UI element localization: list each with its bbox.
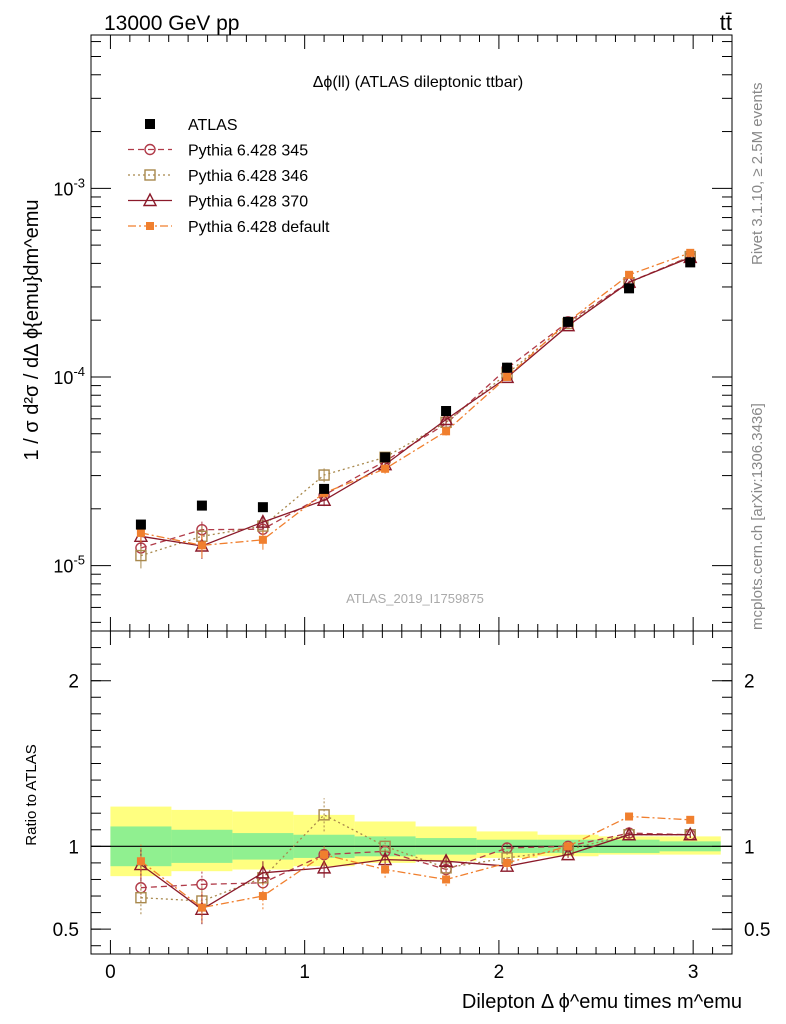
ratio-point — [564, 842, 573, 851]
analysis-watermark: ATLAS_2019_I1759875 — [346, 591, 484, 606]
ratio-tick-label-right: 1 — [744, 837, 755, 858]
ratio-point — [560, 846, 576, 861]
atlas-data-point — [319, 483, 330, 494]
ratio-point — [442, 875, 451, 884]
legend-label-atlas: ATLAS — [188, 117, 238, 134]
ratio-point — [381, 865, 390, 874]
ratio-tick-label-left: 1 — [68, 837, 79, 858]
process-label: tt̄ — [720, 10, 732, 35]
series-point — [442, 427, 451, 436]
ratio-point — [318, 809, 330, 821]
y-axis-label: 1 / σ d²σ / dΔ ϕ{emu}dm^emu — [21, 200, 43, 461]
ratio-point — [320, 850, 329, 859]
legend-label: Pythia 6.428 345 — [188, 143, 308, 160]
ratio-y-axis-label: Ratio to ATLAS — [23, 744, 40, 845]
ratio-panel: 0.5 0.5 1 1 2 2 0 1 2 3 Ratio to ATLAS — [23, 630, 770, 983]
series-point — [381, 464, 390, 473]
atlas-data-point — [624, 283, 635, 294]
ratio-point — [196, 878, 208, 891]
series-line-1 — [140, 255, 691, 557]
ratio-point — [197, 903, 206, 912]
y-tick-label: 10-3 — [53, 175, 85, 199]
legend-label: Pythia 6.428 370 — [188, 194, 308, 211]
rivet-version-label: Rivet 3.1.10, ≥ 2.5M events — [749, 83, 766, 266]
series-point — [135, 549, 147, 562]
ratio-point — [683, 826, 698, 841]
ratio-point — [621, 826, 637, 841]
y-tick-label: 10-4 — [53, 364, 85, 388]
atlas-data-point — [380, 452, 391, 463]
ratio-point — [438, 853, 454, 867]
ratio-point — [135, 891, 147, 904]
series-point — [197, 541, 206, 550]
series-point — [318, 469, 330, 481]
ratio-point — [316, 859, 332, 874]
chart-title: Δϕ(ll) (ATLAS dileptonic ttbar) — [313, 74, 524, 91]
legend-marker — [144, 169, 156, 181]
x-tick-label: 0 — [105, 962, 116, 983]
series-point — [255, 514, 271, 528]
series-line-2 — [140, 256, 691, 547]
mcplots-label: mcplots.cern.ch [arXiv:1306.3436] — [749, 403, 766, 630]
legend: ATLAS Pythia 6.428 345 Pythia 6.428 346 Pyt… — [128, 117, 330, 236]
ratio-point — [503, 858, 512, 867]
ratio-point — [136, 857, 145, 866]
series-point — [438, 411, 454, 426]
legend-marker — [144, 143, 156, 156]
atlas-data-point — [685, 257, 696, 268]
ratio-tick-label-right: 0.5 — [744, 920, 770, 941]
legend-marker-atlas — [145, 119, 155, 129]
x-tick-label: 2 — [494, 962, 505, 983]
ratio-tick-label-right: 2 — [744, 672, 755, 693]
series-point — [503, 372, 512, 381]
legend-label: Pythia 6.428 346 — [188, 168, 308, 185]
series-line-3 — [140, 252, 691, 547]
ratio-point — [255, 864, 271, 879]
atlas-data-point — [257, 502, 268, 513]
legend-label: Pythia 6.428 default — [188, 219, 330, 236]
x-tick-label: 1 — [299, 962, 310, 983]
x-tick-label: 3 — [688, 962, 699, 983]
series-point — [686, 248, 695, 257]
main-panel: 10-5 10-4 10-3 Δϕ(ll) (ATLAS dileptonic tt… — [21, 34, 733, 632]
series-point — [625, 270, 634, 279]
x-axis-label: Dilepton Δ ϕ^emu times m^emu — [462, 991, 742, 1013]
ratio-point — [258, 892, 267, 901]
ratio-line-3 — [140, 815, 691, 909]
energy-label: 13000 GeV pp — [104, 12, 239, 35]
ratio-frame — [90, 630, 733, 955]
atlas-data-point — [563, 316, 574, 327]
atlas-data-point — [441, 406, 452, 417]
series-point — [258, 535, 267, 544]
ratio-point — [625, 812, 634, 821]
y-tick-label: 10-5 — [53, 553, 85, 577]
ratio-tick-label-left: 0.5 — [53, 920, 79, 941]
atlas-data-point — [135, 519, 146, 530]
ratio-line-1 — [140, 814, 691, 902]
atlas-data-point — [196, 500, 207, 511]
series-point — [316, 492, 332, 506]
atlas-data-point — [502, 362, 513, 373]
series-line-0 — [140, 255, 691, 549]
series-point — [136, 528, 145, 537]
ratio-tick-label-left: 2 — [68, 672, 79, 693]
legend-marker — [146, 222, 154, 230]
ratio-point — [686, 815, 695, 824]
ratio-line-2 — [140, 834, 691, 911]
legend-marker — [142, 192, 158, 207]
